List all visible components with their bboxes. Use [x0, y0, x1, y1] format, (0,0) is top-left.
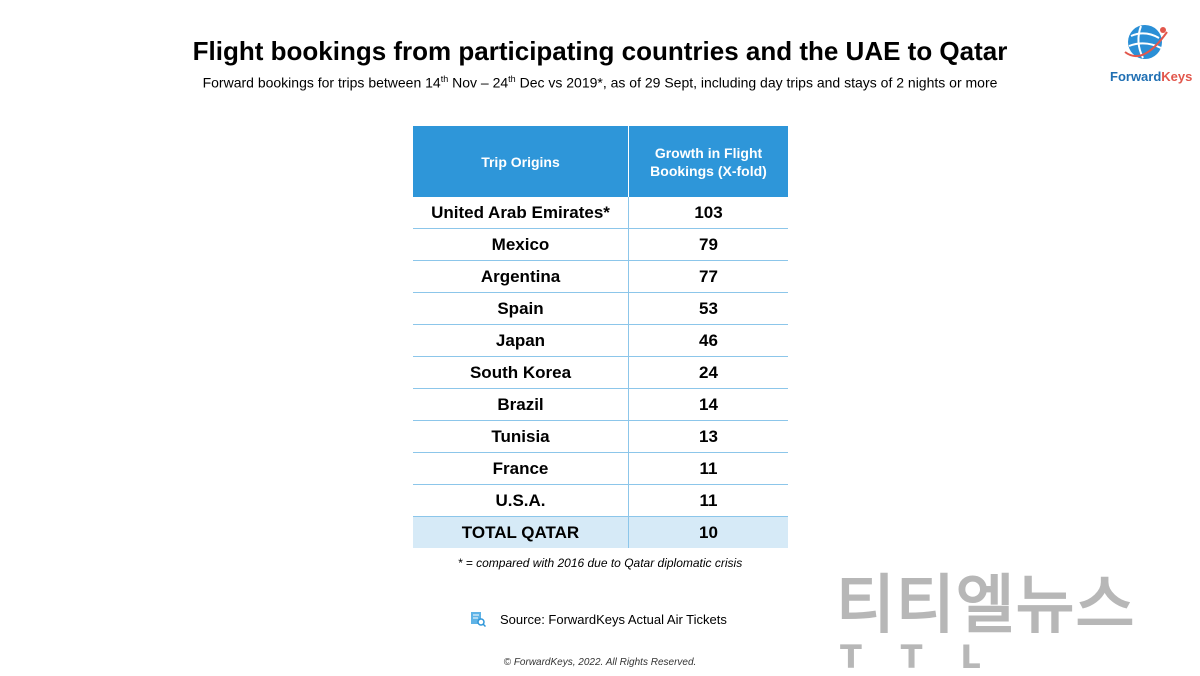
- subtitle-sup-2: th: [508, 74, 516, 84]
- table-row: U.S.A. 11: [413, 484, 788, 517]
- table-row: South Korea 24: [413, 356, 788, 389]
- table-row: Argentina 77: [413, 260, 788, 293]
- growth-cell: 53: [628, 292, 788, 325]
- growth-cell: 77: [628, 260, 788, 293]
- origin-cell: United Arab Emirates*: [413, 197, 629, 229]
- origin-cell: South Korea: [413, 356, 629, 389]
- growth-cell: 11: [628, 452, 788, 485]
- source-line: Source: ForwardKeys Actual Air Tickets: [470, 611, 727, 627]
- logo-text-keys: Keys: [1161, 69, 1193, 84]
- table-row: Tunisia 13: [413, 420, 788, 453]
- growth-cell: 14: [628, 388, 788, 421]
- origin-cell: France: [413, 452, 629, 485]
- total-row: TOTAL QATAR 10: [413, 516, 788, 548]
- subtitle-text-c: Dec vs 2019*, as of 29 Sept, including d…: [515, 74, 998, 91]
- page-subtitle: Forward bookings for trips between 14th …: [0, 74, 1200, 91]
- total-growth-cell: 10: [628, 516, 788, 548]
- table-row: Japan 46: [413, 324, 788, 357]
- header-growth: Growth in Flight Bookings (X-fold): [628, 126, 788, 197]
- page-title: Flight bookings from participating count…: [192, 36, 1008, 66]
- source-text: Source: ForwardKeys Actual Air Tickets: [500, 611, 727, 627]
- growth-cell: 79: [628, 228, 788, 261]
- table-row: Brazil 14: [413, 388, 788, 421]
- watermark: 티티엘뉴스 TTL: [836, 572, 1136, 674]
- origin-cell: Brazil: [413, 388, 629, 421]
- growth-cell: 103: [628, 197, 788, 229]
- growth-cell: 13: [628, 420, 788, 453]
- origin-cell: Argentina: [413, 260, 629, 293]
- growth-cell: 11: [628, 484, 788, 517]
- table-row: United Arab Emirates* 103: [413, 197, 788, 229]
- document-search-icon: [471, 612, 486, 627]
- origin-cell: Japan: [413, 324, 629, 357]
- origin-cell: Mexico: [413, 228, 629, 261]
- logo-wordmark: ForwardKeys: [1110, 69, 1192, 84]
- logo-text-forward: Forward: [1110, 69, 1162, 84]
- origin-cell: Spain: [413, 292, 629, 325]
- globe-icon: [1124, 25, 1168, 59]
- footnote: * = compared with 2016 due to Qatar dipl…: [457, 556, 743, 570]
- table-row: Spain 53: [413, 292, 788, 325]
- subtitle-text-b: Nov – 24: [448, 74, 509, 91]
- subtitle-sup-1: th: [440, 74, 449, 84]
- table-header-row: Trip Origins Growth in Flight Bookings (…: [413, 126, 788, 197]
- growth-cell: 46: [628, 324, 788, 357]
- header-trip-origins: Trip Origins: [413, 126, 629, 197]
- watermark-main: 티티엘뉴스: [836, 569, 1136, 643]
- growth-cell: 24: [628, 356, 788, 389]
- table-row: France 11: [413, 452, 788, 485]
- table-row: Mexico 79: [413, 228, 788, 261]
- origin-cell: Tunisia: [413, 420, 629, 453]
- bookings-table: Trip Origins Growth in Flight Bookings (…: [413, 126, 788, 548]
- watermark-sub: TTL: [840, 638, 1019, 676]
- copyright: © ForwardKeys, 2022. All Rights Reserved…: [503, 657, 697, 668]
- total-origin-cell: TOTAL QATAR: [413, 516, 629, 548]
- origin-cell: U.S.A.: [413, 484, 629, 517]
- forwardkeys-logo: ForwardKeys: [1110, 22, 1192, 84]
- subtitle-text-a: Forward bookings for trips between 14: [202, 74, 441, 91]
